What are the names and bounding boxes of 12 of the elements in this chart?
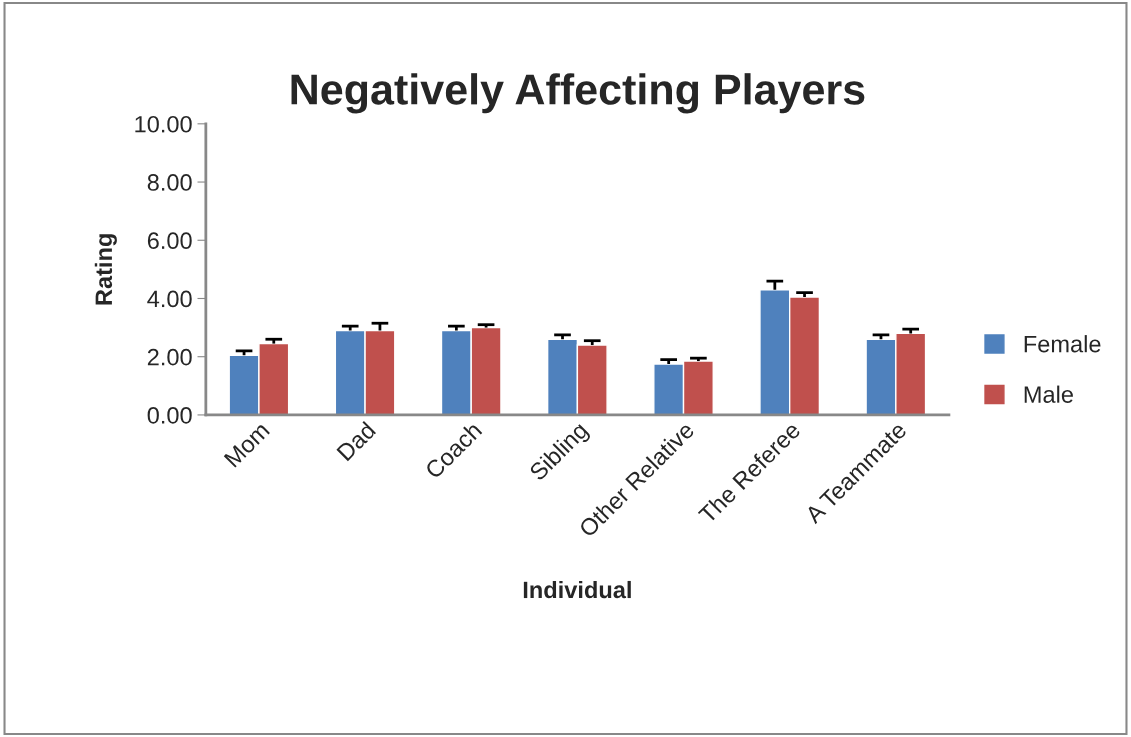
y-tick-label: 10.00 bbox=[135, 115, 192, 133]
y-axis-title: Rating bbox=[94, 234, 117, 305]
y-tick-label: 8.00 bbox=[147, 174, 192, 191]
y-tick-label: 6.00 bbox=[147, 232, 192, 250]
y-tick-label: 2.00 bbox=[147, 348, 192, 366]
y-tick-label: 4.00 bbox=[147, 290, 192, 308]
x-axis-title: Individual bbox=[523, 580, 631, 599]
x-tick-label: Dad bbox=[335, 420, 377, 462]
y-tick-label: 0.00 bbox=[147, 407, 192, 424]
legend-label: Male bbox=[1024, 385, 1073, 403]
legend-label: Female bbox=[1024, 335, 1101, 353]
chart-title: Negatively Affecting Players bbox=[291, 73, 865, 114]
